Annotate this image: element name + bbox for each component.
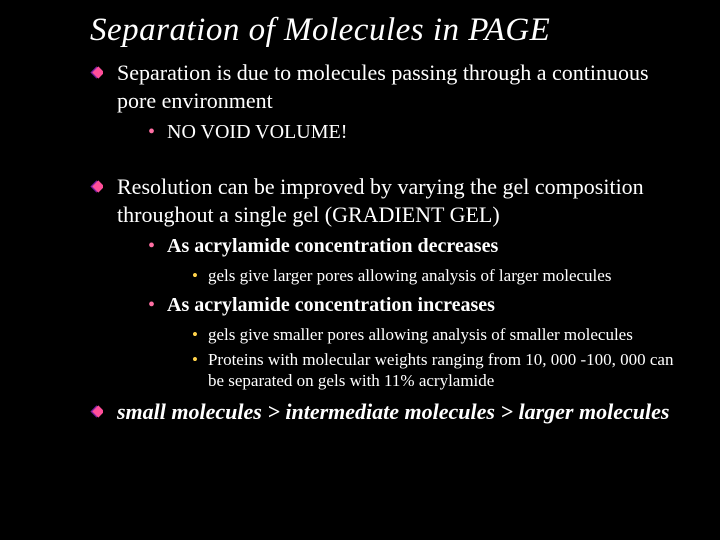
bullet-dot-icon: •: [192, 324, 198, 345]
bullet-level1: small molecules > intermediate molecules…: [90, 398, 690, 426]
diamond-icon: [90, 66, 103, 84]
bullet-dot-icon: •: [192, 265, 198, 286]
bullet-level2: • NO VOID VOLUME!: [148, 120, 690, 145]
bullet-dot-icon: •: [148, 234, 155, 259]
bullet-level3: • gels give smaller pores allowing analy…: [192, 324, 690, 345]
diamond-icon: [90, 180, 103, 198]
bullet-text: As acrylamide concentration decreases: [167, 234, 498, 259]
bullet-level3: • Proteins with molecular weights rangin…: [192, 349, 690, 392]
bullet-text: Resolution can be improved by varying th…: [117, 173, 690, 228]
bullet-dot-icon: •: [148, 293, 155, 318]
bullet-text: gels give larger pores allowing analysis…: [208, 265, 611, 286]
bullet-text: Separation is due to molecules passing t…: [117, 59, 690, 114]
bullet-dot-icon: •: [192, 349, 198, 370]
bullet-text: NO VOID VOLUME!: [167, 120, 347, 145]
diamond-icon: [90, 405, 103, 423]
bullet-level1: Separation is due to molecules passing t…: [90, 59, 690, 114]
spacer: [30, 151, 690, 173]
bullet-level1: Resolution can be improved by varying th…: [90, 173, 690, 228]
bullet-text: gels give smaller pores allowing analysi…: [208, 324, 633, 345]
bullet-text: small molecules > intermediate molecules…: [117, 398, 669, 426]
bullet-dot-icon: •: [148, 120, 155, 145]
bullet-text: Proteins with molecular weights ranging …: [208, 349, 690, 392]
slide-title: Separation of Molecules in PAGE: [90, 12, 690, 49]
bullet-text: As acrylamide concentration increases: [167, 293, 495, 318]
bullet-level3: • gels give larger pores allowing analys…: [192, 265, 690, 286]
bullet-level2: • As acrylamide concentration decreases: [148, 234, 690, 259]
bullet-level2: • As acrylamide concentration increases: [148, 293, 690, 318]
